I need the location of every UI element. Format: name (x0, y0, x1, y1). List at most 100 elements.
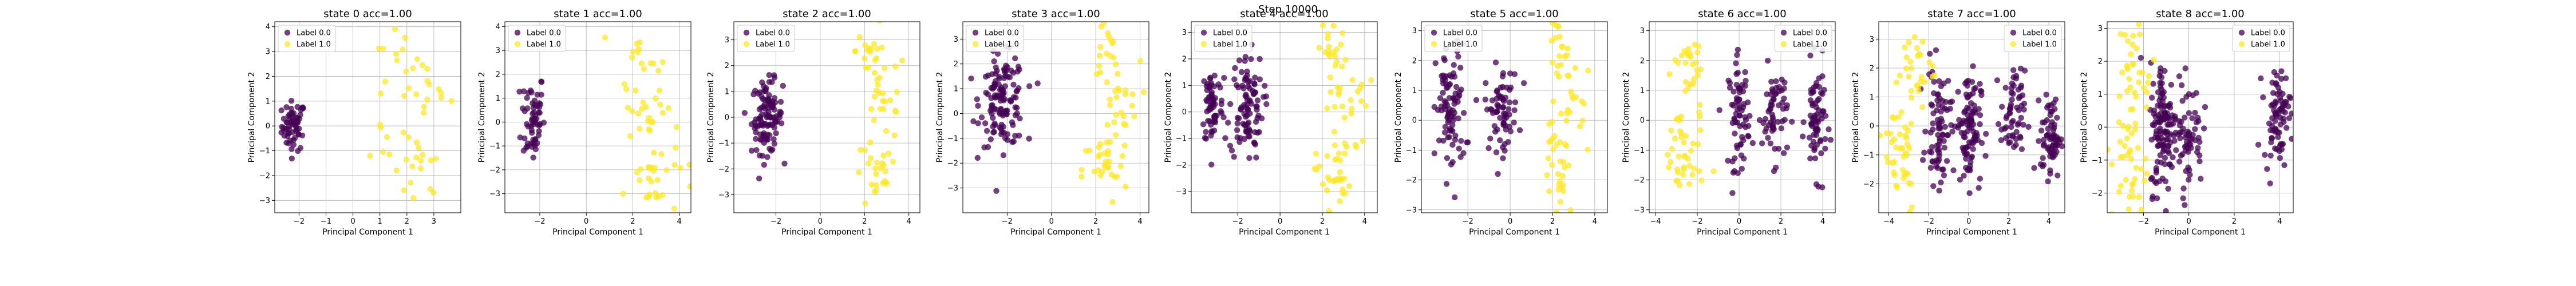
point-label-1 (2128, 188, 2135, 194)
point-label-1 (1585, 67, 1591, 74)
x-tick-label: 2 (630, 217, 635, 226)
point-label-0 (2154, 158, 2160, 165)
point-label-0 (2162, 67, 2168, 74)
point-label-1 (380, 45, 386, 52)
point-label-0 (1003, 108, 1009, 114)
point-label-0 (1245, 83, 1251, 90)
point-label-0 (975, 102, 981, 109)
point-label-1 (1557, 139, 1563, 145)
point-label-1 (1573, 94, 1579, 100)
point-label-1 (1554, 70, 1560, 77)
point-label-0 (1211, 128, 1218, 134)
point-label-1 (650, 149, 657, 156)
point-label-0 (2156, 178, 2163, 184)
point-label-0 (1806, 134, 1813, 141)
point-label-0 (1502, 148, 1508, 154)
point-label-1 (409, 163, 416, 170)
point-label-0 (757, 116, 764, 122)
point-label-0 (1949, 98, 1955, 105)
y-tick-label: −2 (718, 165, 729, 174)
point-label-0 (761, 88, 768, 94)
x-tick-label: −2 (1923, 217, 1934, 226)
point-label-0 (991, 122, 998, 128)
point-label-1 (1129, 91, 1136, 97)
point-label-1 (2136, 22, 2142, 27)
point-label-0 (1725, 157, 1731, 164)
point-label-0 (1236, 115, 1242, 121)
x-tick-label: 0 (1737, 217, 1741, 226)
point-label-0 (2013, 76, 2020, 82)
point-label-1 (1358, 81, 1365, 88)
point-label-0 (524, 95, 530, 101)
point-label-1 (2131, 89, 2138, 96)
y-tick-label: 3 (725, 36, 729, 45)
point-label-1 (1104, 79, 1111, 85)
point-label-0 (769, 104, 776, 110)
y-axis-label: Principal Component 2 (706, 72, 716, 163)
legend-entry-label: Label 0.0 (985, 29, 1019, 38)
point-label-0 (1251, 81, 1258, 88)
point-label-1 (1313, 150, 1319, 157)
point-label-1 (2116, 93, 2123, 100)
point-label-0 (1441, 98, 1448, 104)
point-label-0 (761, 101, 768, 108)
point-label-0 (2013, 142, 2019, 148)
point-label-0 (2270, 127, 2277, 134)
point-label-1 (1137, 58, 1144, 64)
point-label-0 (2196, 138, 2203, 145)
y-tick-label: 2 (1182, 55, 1187, 63)
point-label-0 (2038, 128, 2045, 134)
point-label-0 (1800, 119, 1807, 125)
point-label-0 (1936, 188, 1942, 194)
point-label-1 (1908, 65, 1915, 72)
point-label-1 (2126, 76, 2132, 82)
point-label-1 (430, 189, 437, 196)
point-label-0 (2161, 103, 2167, 109)
point-label-0 (1731, 116, 1738, 122)
point-label-0 (2258, 75, 2264, 82)
point-label-1 (640, 99, 646, 106)
point-label-0 (2177, 135, 2183, 141)
point-label-1 (1903, 65, 1910, 72)
point-label-0 (538, 78, 544, 85)
point-label-0 (530, 137, 536, 143)
point-label-1 (1902, 44, 1908, 51)
point-label-0 (1502, 94, 1509, 101)
point-label-1 (1904, 141, 1911, 148)
point-label-1 (1352, 141, 1358, 148)
point-label-1 (1544, 172, 1550, 178)
point-label-1 (641, 66, 647, 73)
point-label-0 (2155, 89, 2162, 96)
point-label-0 (2018, 146, 2025, 152)
point-label-1 (1112, 88, 1119, 94)
axes-frame (274, 21, 461, 213)
point-label-0 (2048, 102, 2054, 108)
point-label-1 (868, 106, 875, 112)
point-label-0 (1736, 89, 1743, 96)
point-label-1 (879, 45, 885, 51)
point-label-1 (1908, 94, 1915, 101)
legend-marker-label-1 (1200, 41, 1207, 47)
point-label-1 (635, 46, 642, 52)
axes-frame (504, 21, 692, 213)
point-label-1 (2142, 177, 2148, 184)
point-label-0 (1495, 170, 1501, 177)
point-label-1 (1677, 182, 1683, 188)
point-label-0 (1978, 140, 1985, 146)
point-label-0 (2165, 136, 2171, 142)
point-label-1 (874, 46, 880, 52)
point-label-1 (1123, 184, 1129, 190)
point-label-1 (405, 134, 412, 140)
point-label-0 (1231, 76, 1238, 82)
point-label-1 (1681, 139, 1687, 146)
point-label-0 (1816, 84, 1823, 90)
point-label-0 (2266, 120, 2273, 126)
point-label-0 (1970, 90, 1976, 97)
point-label-0 (989, 102, 995, 109)
point-label-1 (2146, 73, 2152, 80)
point-label-1 (882, 168, 888, 174)
point-label-1 (1340, 30, 1346, 36)
point-label-1 (1907, 58, 1914, 65)
point-label-0 (2007, 139, 2013, 145)
point-label-0 (1817, 137, 1824, 144)
